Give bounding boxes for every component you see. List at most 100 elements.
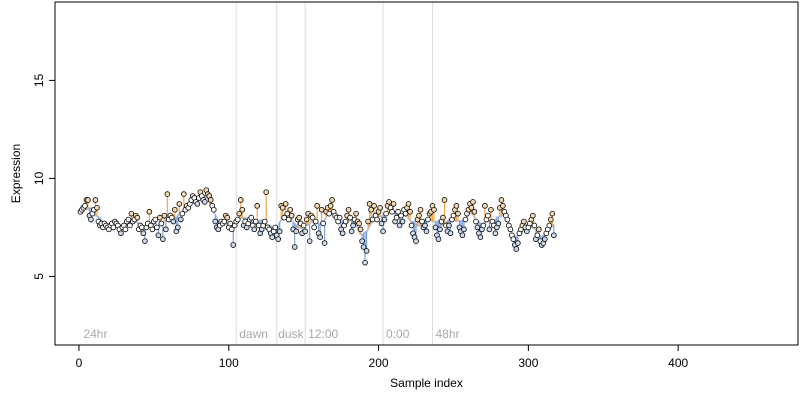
data-point bbox=[122, 226, 129, 233]
data-point bbox=[146, 208, 153, 215]
data-point bbox=[474, 224, 481, 231]
data-point bbox=[248, 214, 255, 221]
data-point bbox=[419, 218, 425, 225]
data-point bbox=[275, 236, 281, 242]
data-point bbox=[82, 203, 88, 209]
data-point bbox=[548, 216, 554, 223]
data-point bbox=[142, 238, 148, 244]
data-point bbox=[224, 214, 231, 221]
data-point bbox=[279, 205, 286, 211]
data-point bbox=[455, 210, 461, 217]
data-point bbox=[239, 206, 246, 213]
condition-label: dawn bbox=[239, 327, 268, 341]
data-point bbox=[498, 197, 505, 203]
data-point bbox=[317, 234, 323, 241]
data-point bbox=[437, 226, 443, 233]
data-point bbox=[251, 226, 258, 233]
data-point bbox=[263, 189, 270, 195]
data-point bbox=[431, 206, 437, 213]
y-axis-label: Expression bbox=[9, 144, 23, 203]
data-point bbox=[85, 197, 91, 203]
data-point bbox=[194, 201, 201, 207]
data-point bbox=[163, 226, 169, 233]
data-point bbox=[402, 210, 409, 217]
data-point bbox=[339, 230, 346, 237]
data-point bbox=[486, 226, 493, 233]
data-point bbox=[422, 222, 428, 229]
data-point bbox=[425, 216, 431, 223]
data-point bbox=[399, 218, 406, 225]
data-point bbox=[161, 212, 168, 219]
condition-label: 12:00 bbox=[308, 327, 338, 341]
data-point bbox=[181, 191, 187, 197]
data-point bbox=[234, 216, 241, 223]
data-point bbox=[158, 220, 165, 227]
data-point bbox=[371, 203, 377, 209]
data-point bbox=[441, 197, 448, 203]
data-point bbox=[413, 238, 419, 244]
data-point bbox=[164, 191, 171, 197]
data-point bbox=[447, 230, 454, 237]
data-point bbox=[374, 216, 380, 223]
data-point bbox=[227, 220, 234, 227]
data-point bbox=[507, 226, 514, 233]
data-point bbox=[92, 197, 99, 203]
data-point bbox=[207, 197, 214, 203]
y-tick-label: 10 bbox=[32, 171, 46, 185]
data-point bbox=[380, 228, 386, 235]
data-point bbox=[212, 218, 219, 225]
data-point bbox=[432, 224, 439, 231]
data-point bbox=[306, 238, 313, 244]
data-point bbox=[551, 232, 557, 239]
data-point bbox=[386, 199, 392, 205]
data-point bbox=[160, 236, 166, 242]
data-point bbox=[390, 201, 397, 207]
data-point bbox=[154, 224, 160, 231]
y-tick-label: 5 bbox=[32, 273, 46, 280]
data-point bbox=[88, 216, 94, 223]
data-point bbox=[170, 218, 177, 225]
data-point bbox=[321, 240, 328, 246]
x-tick-label: 200 bbox=[369, 356, 389, 370]
data-point bbox=[318, 206, 325, 213]
data-point bbox=[252, 218, 259, 225]
condition-label: 0:00 bbox=[386, 327, 410, 341]
data-point bbox=[178, 216, 184, 223]
data-point bbox=[309, 214, 316, 221]
data-point bbox=[353, 210, 359, 217]
data-point bbox=[488, 206, 494, 213]
data-point bbox=[236, 210, 243, 217]
data-point bbox=[368, 206, 374, 213]
data-point bbox=[383, 210, 389, 217]
data-point bbox=[396, 222, 403, 229]
data-point bbox=[282, 201, 289, 207]
data-point bbox=[440, 214, 446, 221]
data-point bbox=[534, 232, 541, 239]
data-point bbox=[134, 214, 141, 221]
data-point bbox=[221, 218, 228, 225]
data-point bbox=[152, 216, 159, 223]
data-point bbox=[513, 246, 520, 252]
data-point bbox=[179, 210, 186, 217]
data-point bbox=[261, 218, 268, 225]
data-point bbox=[381, 216, 388, 223]
condition-label: dusk bbox=[278, 327, 304, 341]
data-point bbox=[272, 224, 279, 231]
data-point bbox=[326, 210, 332, 217]
condition-label: 24hr bbox=[83, 327, 107, 341]
data-point bbox=[269, 234, 276, 241]
data-point bbox=[417, 206, 424, 213]
x-tick-label: 100 bbox=[219, 356, 239, 370]
data-point bbox=[356, 220, 362, 227]
data-point bbox=[350, 222, 356, 229]
data-point bbox=[459, 232, 466, 239]
data-point bbox=[365, 218, 371, 225]
data-point bbox=[149, 226, 156, 233]
data-point bbox=[118, 230, 124, 237]
data-point bbox=[461, 226, 467, 233]
data-point bbox=[504, 216, 511, 223]
data-point bbox=[363, 248, 370, 254]
data-point bbox=[480, 222, 487, 229]
data-point bbox=[536, 226, 542, 233]
